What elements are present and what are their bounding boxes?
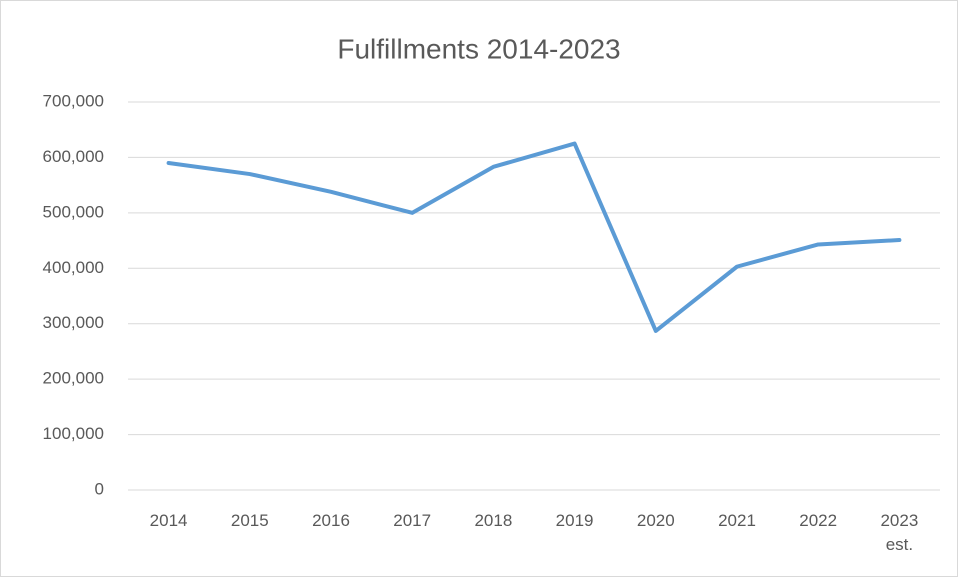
x-tick-label: 2018	[474, 511, 513, 530]
y-tick-label: 0	[95, 479, 104, 498]
x-tick-label: 2019	[555, 511, 594, 530]
chart-title: Fulfillments 2014-2023	[337, 33, 620, 64]
x-tick-label: 2016	[312, 511, 350, 530]
y-tick-label: 600,000	[43, 147, 104, 166]
x-tick-label: 2022	[799, 511, 838, 530]
y-tick-label: 500,000	[43, 202, 104, 221]
x-tick-label: 2023 est.	[880, 511, 919, 554]
y-tick-label: 200,000	[43, 369, 104, 388]
y-tick-label: 100,000	[43, 424, 104, 443]
y-tick-label: 700,000	[43, 91, 104, 110]
y-tick-label: 300,000	[43, 313, 104, 332]
x-tick-label: 2020	[636, 511, 675, 530]
x-tick-label: 2014	[149, 511, 188, 530]
line-series	[166, 141, 902, 333]
x-tick-label: 2015	[230, 511, 269, 530]
x-tick-label: 2021	[718, 511, 756, 530]
x-tick-label: 2017	[393, 511, 432, 530]
y-tick-label: 400,000	[43, 258, 104, 277]
